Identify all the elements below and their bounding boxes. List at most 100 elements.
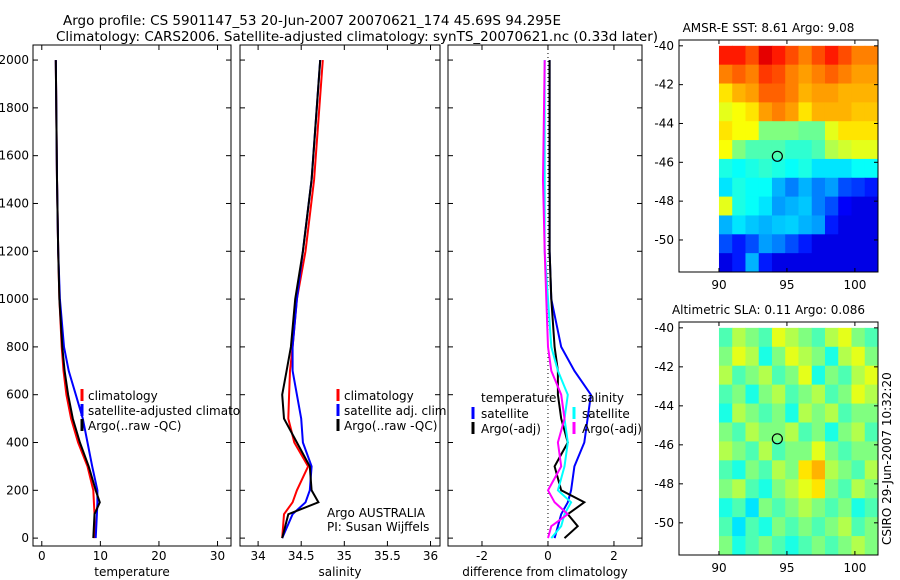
heatmap-cell [864, 365, 879, 386]
heatmap-cell [785, 441, 799, 461]
heatmap-cell [864, 140, 879, 160]
heatmap-cell [718, 102, 733, 122]
heatmap-cell [838, 517, 852, 537]
heatmap-cell [864, 253, 879, 273]
heatmap-cell [745, 83, 760, 103]
heatmap-cell [771, 517, 786, 537]
heatmap-cell [864, 403, 879, 423]
heatmap-cell [745, 327, 760, 348]
heatmap-cell [718, 384, 733, 405]
heatmap-cell [745, 384, 760, 405]
heatmap-cell [798, 83, 813, 103]
heatmap-cell [864, 234, 879, 254]
heatmap-cell [851, 64, 866, 85]
heatmap-cell [771, 140, 786, 160]
heatmap-cell [864, 158, 879, 179]
heatmap-cell [864, 384, 879, 405]
heatmap-cell [824, 45, 839, 66]
y-tick-label: -46 [654, 438, 674, 452]
heatmap-cell [771, 498, 786, 518]
series-line-climatology [281, 60, 324, 539]
heatmap-cell [745, 158, 760, 179]
y-tick-label: -48 [654, 477, 674, 491]
heatmap-cell [811, 215, 826, 235]
heatmap-cell [851, 83, 866, 103]
heatmap-cell [864, 121, 879, 141]
y-tick-label: -50 [654, 516, 674, 530]
heatmap-cell [811, 517, 826, 537]
annotation-text: Argo AUSTRALIA [327, 506, 426, 520]
legend-group-title: temperature [481, 391, 556, 405]
heatmap-cell [824, 536, 839, 556]
heatmap-cell [771, 403, 786, 423]
heatmap-cell [838, 460, 852, 480]
heatmap-cell [838, 365, 852, 386]
heatmap-cell [718, 234, 733, 254]
axes-box [32, 44, 232, 547]
x-tick-label: 0 [544, 549, 552, 563]
heatmap-cell [785, 384, 799, 405]
heatmap-cell [851, 384, 866, 405]
map-axes-box [678, 321, 879, 556]
heatmap-cell [864, 346, 879, 367]
heatmap-cell [864, 517, 879, 537]
heatmap-cell [771, 64, 786, 85]
heatmap-cell [811, 253, 826, 273]
heatmap-cell [785, 479, 799, 499]
heatmap-cell [785, 215, 799, 235]
heatmap-cell [798, 517, 813, 537]
map-title: Altimetric SLA: 0.11 Argo: 0.086 [672, 303, 865, 317]
heatmap-cell [758, 196, 773, 216]
heatmap-cell [798, 234, 813, 254]
heatmap-cell [811, 441, 826, 461]
heatmap-cell [798, 253, 813, 273]
argo-location-marker [771, 150, 783, 162]
heatmap-cell [785, 517, 799, 537]
heatmap-cell [758, 121, 773, 141]
heatmap-cell [758, 479, 773, 499]
heatmap-cell [758, 140, 773, 160]
heatmap-cell [758, 422, 773, 442]
heatmap-cell [785, 158, 799, 179]
heatmap-cell [811, 422, 826, 442]
heatmap-cell [732, 536, 746, 556]
heatmap-cell [811, 177, 826, 198]
heatmap-cell [718, 253, 733, 273]
heatmap-cell [811, 64, 826, 85]
heatmap-cell [745, 177, 760, 198]
heatmap-cell [838, 45, 852, 66]
heatmap-cell [771, 102, 786, 122]
heatmap-cell [798, 140, 813, 160]
heatmap-cell [824, 177, 839, 198]
x-tick-label: 0 [38, 549, 46, 563]
legend-item: satellite [582, 407, 630, 421]
y-tick-label: -42 [654, 78, 674, 92]
heatmap-cell [798, 498, 813, 518]
heatmap-cell [732, 517, 746, 537]
x-tick-label: 30 [210, 549, 225, 563]
heatmap-cell [771, 45, 786, 66]
heatmap-cell [785, 177, 799, 198]
heatmap-cell [811, 346, 826, 367]
heatmap-cell [732, 140, 746, 160]
heatmap-cell [864, 422, 879, 442]
heatmap-cell [811, 102, 826, 122]
heatmap-cell [785, 536, 799, 556]
heatmap-cell [758, 83, 773, 103]
heatmap-cell [864, 479, 879, 499]
heatmap-cell [824, 498, 839, 518]
heatmap-cell [745, 253, 760, 273]
map-title: AMSR-E SST: 8.61 Argo: 9.08 [683, 21, 855, 35]
heatmap-cell [758, 253, 773, 273]
heatmap-cell [718, 498, 733, 518]
heatmap-cell [771, 196, 786, 216]
heatmap-cell [798, 327, 813, 348]
x-tick-label: 2 [610, 549, 618, 563]
heatmap-cell [798, 536, 813, 556]
heatmap-cell [798, 158, 813, 179]
heatmap-cell [811, 365, 826, 386]
heatmap-cell [732, 83, 746, 103]
heatmap-cell [785, 121, 799, 141]
heatmap-cell [851, 517, 866, 537]
heatmap-cell [851, 45, 866, 66]
